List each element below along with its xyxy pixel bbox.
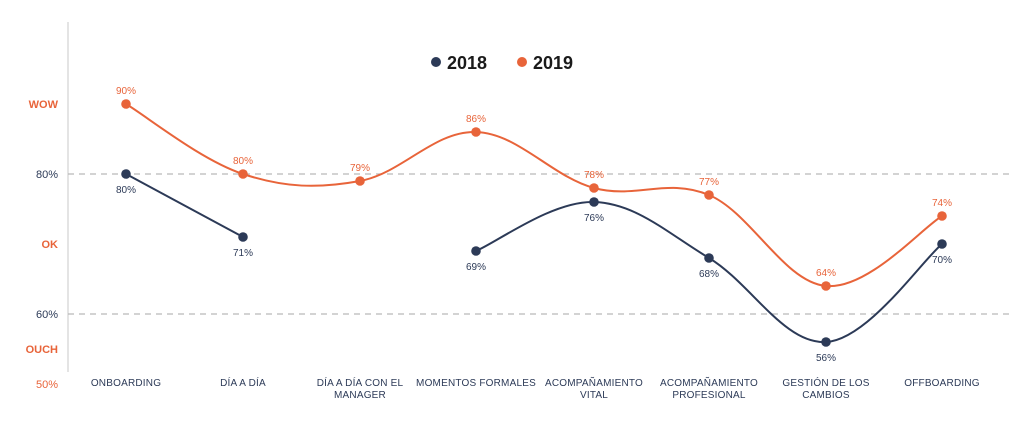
data-point-2019 xyxy=(471,127,481,137)
data-label-2019: 77% xyxy=(699,177,719,188)
category-label-line: DÍA A DÍA xyxy=(220,376,266,389)
category-label-line: MANAGER xyxy=(334,390,386,401)
category-label: ONBOARDING xyxy=(91,378,161,389)
data-label-2018: 69% xyxy=(466,262,486,273)
y-label-wow: WOW xyxy=(29,99,59,111)
data-point-2018 xyxy=(471,246,481,256)
y-label-ok: OK xyxy=(42,239,59,251)
category-label: GESTIÓN DE LOS CAMBIOS xyxy=(782,376,869,401)
axis-layer xyxy=(67,22,1014,372)
data-label-2019: 78% xyxy=(584,170,604,181)
data-point-2018 xyxy=(589,197,599,207)
data-label-2019: 64% xyxy=(816,268,836,279)
data-point-2018 xyxy=(238,232,248,242)
legend-label: 2018 xyxy=(447,53,487,73)
category-label: ACOMPAÑAMIENTO PROFESIONAL xyxy=(660,376,758,401)
data-label-2018: 80% xyxy=(116,185,136,196)
data-label-2019: 74% xyxy=(932,198,952,209)
data-point-2018 xyxy=(937,239,947,249)
data-label-2018: 76% xyxy=(584,213,604,224)
series-layer: 90% 80% 79% 86% 78% 77% 64% 74% 80% 71% 69% 76% 68% 5… xyxy=(116,86,952,364)
category-label-line: ONBOARDING xyxy=(91,378,161,389)
data-point-2018 xyxy=(821,337,831,347)
series-2019: 90% 80% 79% 86% 78% 77% 64% 74% xyxy=(116,86,952,291)
data-point-2018 xyxy=(121,169,131,179)
category-labels: ONBOARDING DÍA A DÍA DÍA A DÍA CON EL MANAG… xyxy=(91,376,980,401)
category-label-line: VITAL xyxy=(580,390,608,401)
series-2019-line xyxy=(125,103,943,288)
legend: 2018 2019 xyxy=(431,53,573,73)
data-point-2019 xyxy=(937,211,947,221)
category-label-line: GESTIÓN DE LOS xyxy=(782,376,869,389)
category-label-line: PROFESIONAL xyxy=(672,390,746,401)
legend-item-2018: 2018 xyxy=(431,53,487,73)
category-label: OFFBOARDING xyxy=(904,378,980,389)
category-label: DÍA A DÍA xyxy=(220,376,266,389)
category-label-line: ACOMPAÑAMIENTO xyxy=(660,376,758,389)
data-point-2019 xyxy=(121,99,131,109)
category-label-line: OFFBOARDING xyxy=(904,378,980,389)
category-label: DÍA A DÍA CON EL MANAGER xyxy=(317,376,404,401)
data-label-2019: 90% xyxy=(116,86,136,97)
category-label-line: DÍA A DÍA CON EL xyxy=(317,376,404,389)
data-label-2018: 56% xyxy=(816,353,836,364)
y-label-80-percent: 80% xyxy=(36,169,58,181)
data-point-2019 xyxy=(589,183,599,193)
data-label-2019: 80% xyxy=(233,156,253,167)
series-2018-line xyxy=(125,173,244,238)
data-point-2019 xyxy=(355,176,365,186)
data-point-2019 xyxy=(821,281,831,291)
data-label-2019: 86% xyxy=(466,114,486,125)
data-point-2018 xyxy=(704,253,714,263)
category-label-line: CAMBIOS xyxy=(802,390,850,401)
category-label: ACOMPAÑAMIENTO VITAL xyxy=(545,376,643,401)
data-label-2018: 68% xyxy=(699,269,719,280)
data-point-2019 xyxy=(238,169,248,179)
y-axis-labels: WOW 80% OK 60% OUCH 50% xyxy=(26,99,59,391)
category-label-line: MOMENTOS FORMALES xyxy=(416,378,536,389)
series-2018: 80% 71% 69% 76% 68% 56% 70% xyxy=(116,169,952,364)
data-label-2019: 79% xyxy=(350,163,370,174)
y-label-ouch: OUCH xyxy=(26,344,58,356)
data-label-2018: 70% xyxy=(932,255,952,266)
legend-item-2019: 2019 xyxy=(517,53,573,73)
data-point-2019 xyxy=(704,190,714,200)
legend-marker xyxy=(517,57,527,67)
legend-marker xyxy=(431,57,441,67)
category-label-line: ACOMPAÑAMIENTO xyxy=(545,376,643,389)
data-label-2018: 71% xyxy=(233,248,253,259)
category-label: MOMENTOS FORMALES xyxy=(416,378,536,389)
y-label-60-percent: 60% xyxy=(36,309,58,321)
y-label-50-percent: 50% xyxy=(36,379,58,391)
legend-label: 2019 xyxy=(533,53,573,73)
